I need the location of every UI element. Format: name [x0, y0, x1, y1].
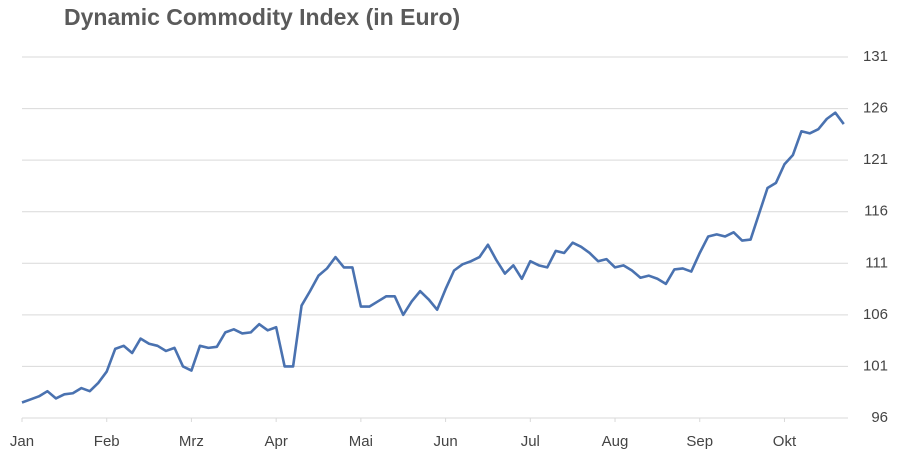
x-tick-label: Jun	[433, 433, 457, 450]
y-tick-label: 131	[863, 48, 888, 65]
x-tick-label: Mrz	[179, 433, 204, 450]
x-tick-label: Aug	[602, 433, 629, 450]
x-tick-label: Okt	[773, 433, 797, 450]
x-tick-label: Jan	[10, 433, 34, 450]
chart-title: Dynamic Commodity Index (in Euro)	[64, 4, 460, 30]
x-tick-label: Sep	[686, 433, 713, 450]
x-tick-label: Apr	[264, 433, 287, 450]
y-tick-label: 96	[871, 409, 888, 426]
y-tick-label: 116	[864, 203, 888, 220]
x-tick-label: Feb	[94, 433, 120, 450]
y-tick-label: 111	[865, 254, 888, 271]
x-tick-label: Jul	[521, 433, 540, 450]
y-tick-label: 121	[863, 151, 888, 168]
y-tick-label: 101	[863, 357, 888, 374]
y-tick-label: 126	[863, 100, 888, 117]
y-tick-label: 106	[863, 306, 888, 323]
line-series	[21, 111, 845, 404]
x-tick-label: Mai	[349, 433, 373, 450]
